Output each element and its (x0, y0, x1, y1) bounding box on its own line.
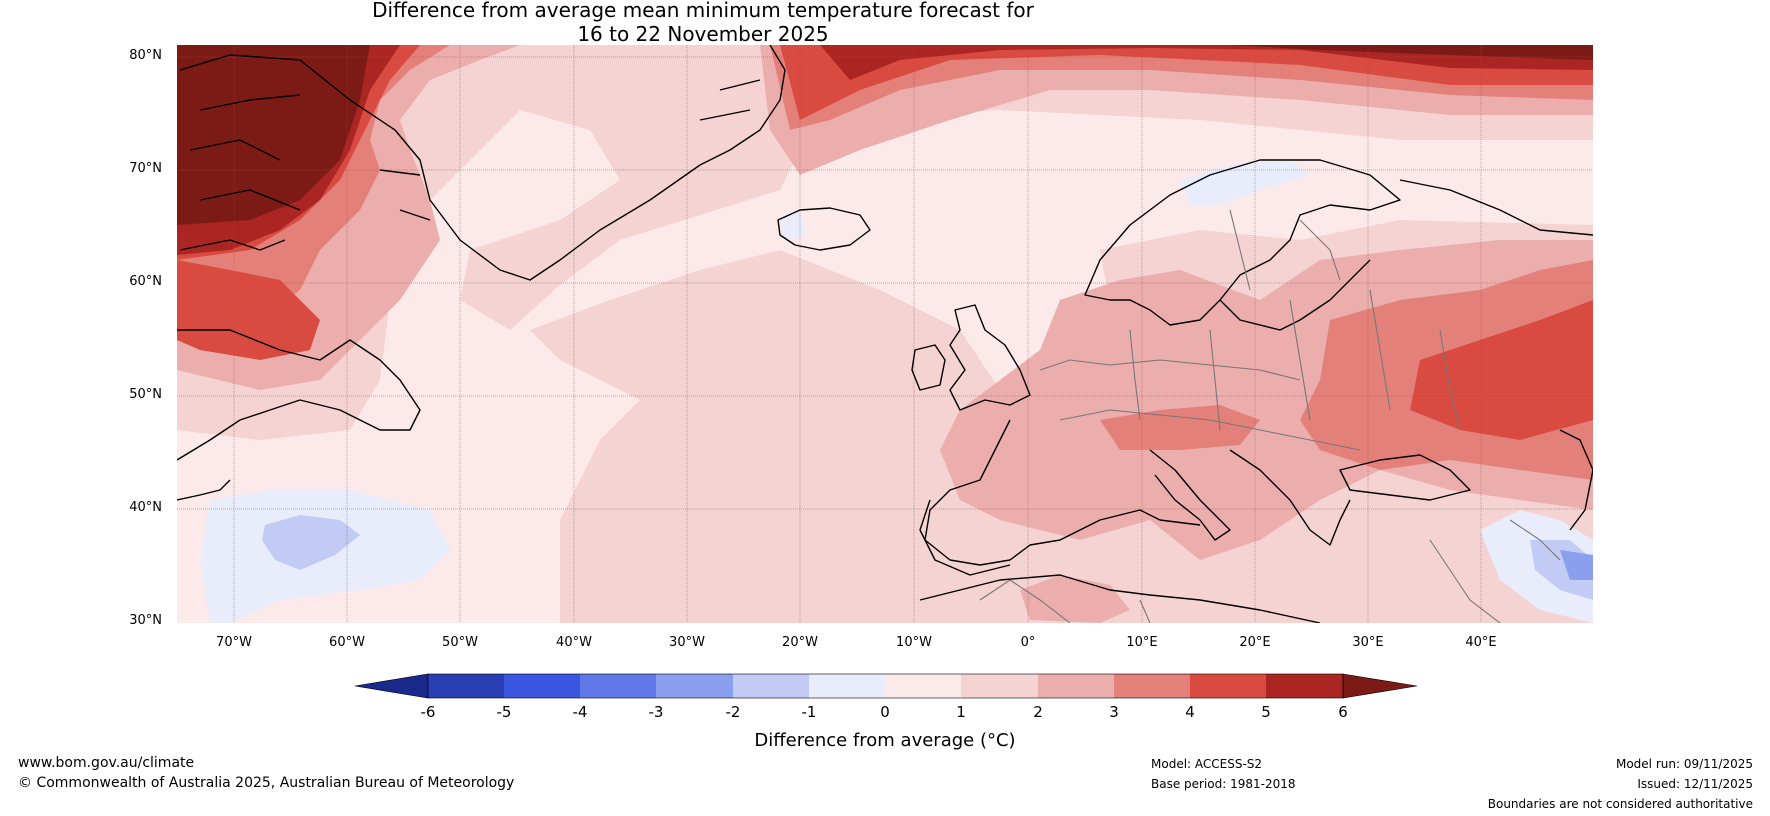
colorbar-tick: 4 (1185, 703, 1195, 721)
latitude-label-50n: 50°N (129, 387, 162, 402)
colorbar-outline (427, 673, 1344, 699)
map-gridlines (177, 45, 1593, 623)
latitude-label-80n: 80°N (129, 48, 162, 63)
colorbar-tick: 0 (880, 703, 890, 721)
coastline-north-america-east (177, 479, 231, 501)
map-coastlines (177, 45, 1593, 623)
coastline-scandinavia (1084, 159, 1401, 326)
longitude-label-70w: 70°W (216, 635, 252, 650)
chart-title-line-2: 16 to 22 November 2025 (577, 22, 829, 46)
chart-title-line-1: Difference from average mean minimum tem… (372, 0, 1034, 22)
longitude-label-50w: 50°W (442, 635, 478, 650)
colorbar-extend-high (1342, 673, 1418, 699)
colorbar-tick: 5 (1261, 703, 1271, 721)
colorbar-tick: 2 (1033, 703, 1043, 721)
coastline-greenland-fjords (189, 79, 761, 221)
coastline-black-sea (1339, 454, 1471, 501)
footer-disclaimer: Boundaries are not considered authoritat… (1487, 797, 1753, 811)
longitude-label-20w: 20°W (782, 635, 818, 650)
latitude-label-70n: 70°N (129, 161, 162, 176)
anomaly-region-minus-1-0-iceland (780, 212, 805, 240)
longitude-label-0: 0° (1020, 635, 1036, 650)
anomaly-region-above-6-barents (1230, 45, 1593, 60)
anomaly-region-4-5-russia (1410, 300, 1593, 440)
coastline-caspian (1559, 429, 1593, 531)
footer-copyright: © Commonwealth of Australia 2025, Austra… (18, 775, 515, 791)
colorbar-bin-3-4 (1114, 674, 1190, 698)
colorbar-bin-1-2 (961, 674, 1038, 698)
coastline-greenland (179, 45, 786, 281)
colorbar-bin-0-1 (885, 674, 961, 698)
colorbar-bin-minus-5-minus-4 (504, 674, 580, 698)
anomaly-region-2-3-africa (1020, 575, 1130, 623)
colorbar-tick: -4 (572, 703, 588, 721)
coastline-baffin (179, 239, 286, 251)
coastline-africa-north (919, 574, 1321, 623)
longitude-label-60w: 60°W (329, 635, 365, 650)
colorbar (354, 673, 1418, 699)
colorbar-bin-minus-6-minus-5 (428, 674, 504, 698)
anomaly-region-minus-2-1-atlantic (262, 515, 360, 570)
coastline-ireland (911, 344, 946, 391)
coastline-balkans-greece (1229, 449, 1351, 546)
coastline-italy (1149, 449, 1231, 541)
longitude-label-40w: 40°W (556, 635, 592, 650)
coastline-russia-north (1399, 179, 1593, 236)
longitude-label-30w: 30°W (669, 635, 705, 650)
coastline-baltic (1219, 259, 1371, 331)
coastline-iberia (919, 499, 1011, 576)
colorbar-tick: -5 (496, 703, 512, 721)
latitude-label-30n: 30°N (129, 613, 162, 628)
anomaly-region-4-5-labrador (177, 260, 320, 360)
longitude-label-10w: 10°W (896, 635, 932, 650)
colorbar-tick: -3 (648, 703, 664, 721)
colorbar-label: Difference from average (°C) (754, 730, 1016, 751)
longitude-label-30e: 30°E (1352, 635, 1384, 650)
anomaly-region-4-5-north (780, 45, 1593, 120)
longitude-label-20e: 20°E (1239, 635, 1271, 650)
anomaly-region-minus-3-2-middle-east (1560, 550, 1593, 580)
footer-website: www.bom.gov.au/climate (18, 755, 195, 771)
longitude-label-10e: 10°E (1126, 635, 1158, 650)
colorbar-bin-4-5 (1190, 674, 1266, 698)
colorbar-tick: 3 (1109, 703, 1119, 721)
chart-title: Difference from average mean minimum tem… (0, 0, 1406, 46)
colorbar-bin-minus-3-minus-2 (656, 674, 733, 698)
colorbar-bin-minus-2-minus-1 (733, 674, 809, 698)
colorbar-bin-5-6 (1266, 674, 1343, 698)
latitude-label-60n: 60°N (129, 274, 162, 289)
coastline-iceland (777, 207, 871, 251)
anomaly-region-5-6-north (820, 45, 1593, 80)
colorbar-tick: 6 (1338, 703, 1348, 721)
colorbar-bin-minus-4-minus-3 (580, 674, 656, 698)
coastline-europe-west (924, 419, 1201, 566)
footer-model: Model: ACCESS-S2 (1151, 757, 1263, 771)
colorbar-bin-2-3 (1038, 674, 1114, 698)
footer-model-run: Model run: 09/11/2025 (1615, 757, 1753, 771)
coastline-britain (949, 304, 1031, 411)
footer-base-period: Base period: 1981-2018 (1151, 777, 1296, 791)
anomaly-region-minus-1-0-scandinavia (1180, 160, 1310, 205)
colorbar-tick: -1 (801, 703, 817, 721)
map-borders (979, 209, 1561, 623)
coastline-labrador (177, 329, 421, 461)
anomaly-region-above-6-greenland (177, 45, 370, 225)
colorbar-tick: 1 (956, 703, 966, 721)
anomaly-region-1-2-central (530, 250, 1593, 623)
colorbar-bin-minus-1-0 (809, 674, 885, 698)
latitude-label-40n: 40°N (129, 500, 162, 515)
colorbar-tick: -6 (420, 703, 436, 721)
longitude-label-40e: 40°E (1465, 635, 1497, 650)
colorbar-tick: -2 (725, 703, 741, 721)
temperature-anomaly-field (177, 45, 1593, 623)
colorbar-extend-low (354, 673, 429, 699)
footer-issued: Issued: 12/11/2025 (1637, 777, 1753, 791)
